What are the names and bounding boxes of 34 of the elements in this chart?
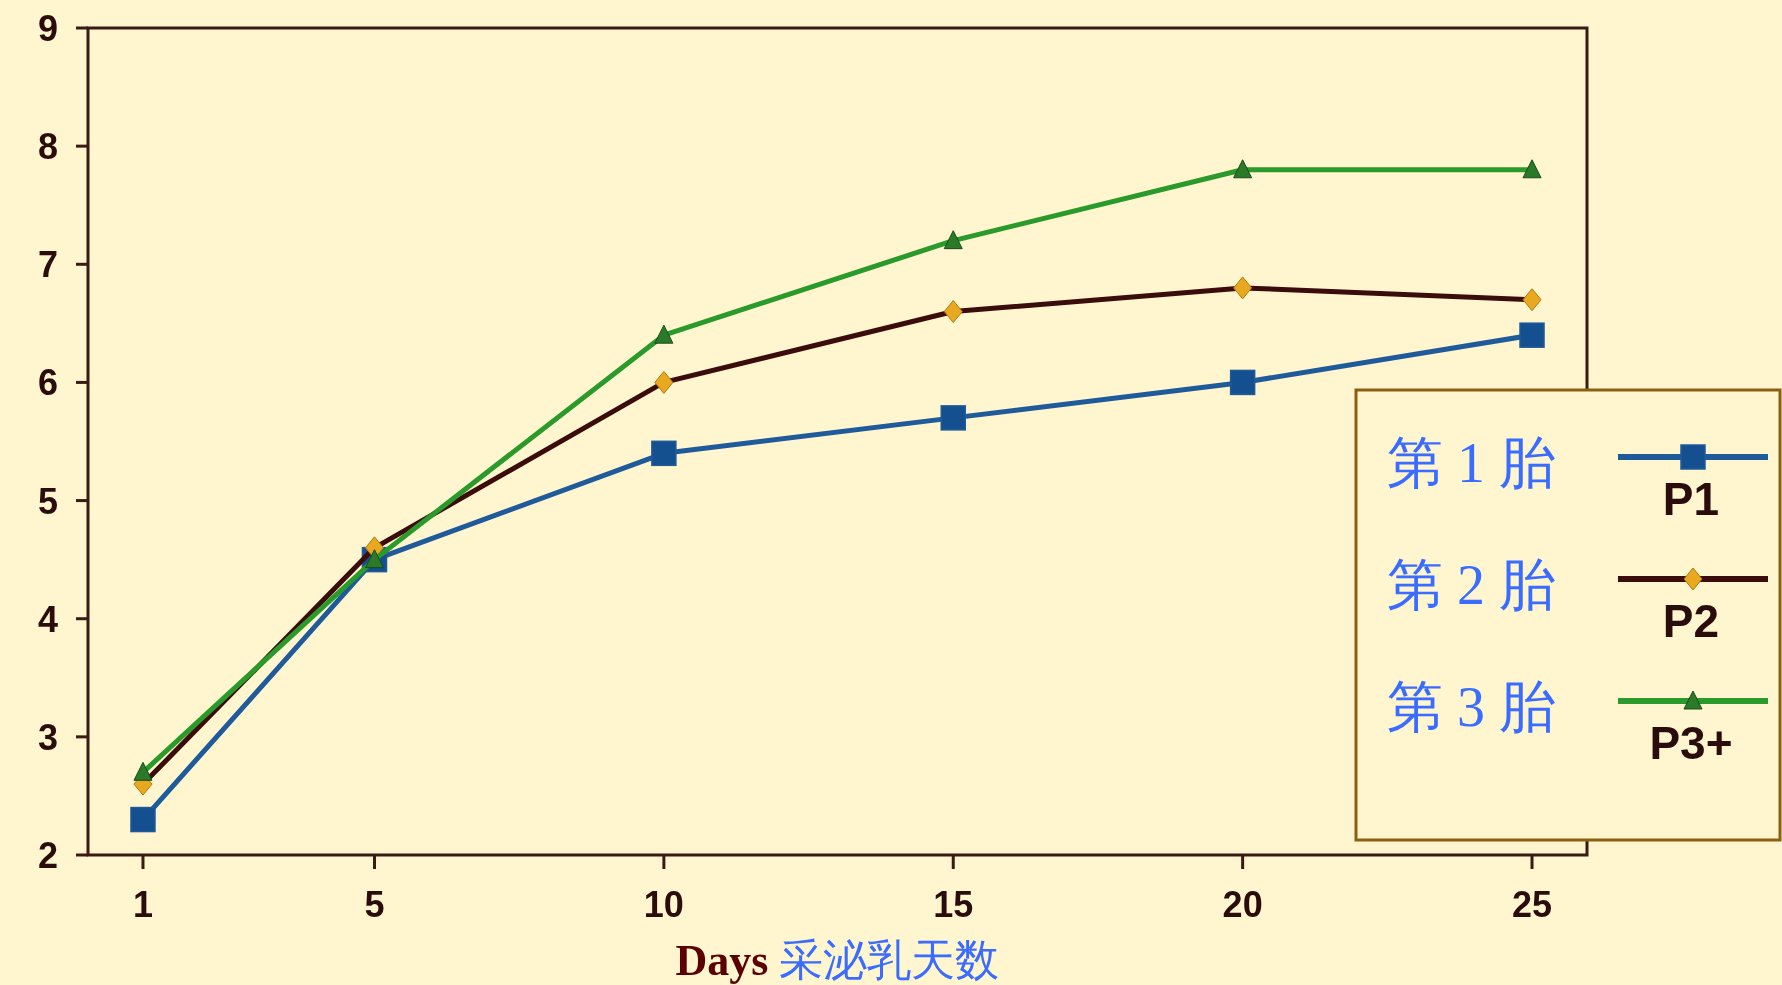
- x-tick-label: 20: [1222, 884, 1263, 925]
- y-tick-label: 7: [37, 244, 59, 286]
- legend-item: P2: [1618, 567, 1768, 647]
- point: [1233, 159, 1253, 179]
- y-tick-label: 8: [37, 126, 59, 168]
- y-tick-label: 9: [37, 8, 59, 49]
- point: [654, 324, 674, 344]
- point: [1229, 369, 1256, 396]
- point: [130, 806, 156, 833]
- y-tick-label: 2: [37, 835, 59, 876]
- point: [1522, 159, 1542, 179]
- annotation: 第 1 胎: [1387, 432, 1555, 494]
- legend-item: P3+: [1618, 690, 1768, 769]
- annotation: 第 3 胎: [1387, 676, 1555, 738]
- x-tick-label: 10: [643, 884, 684, 925]
- legend-label: P1: [1662, 473, 1720, 525]
- x-tick-label: 25: [1511, 884, 1553, 925]
- legend-label: P3+: [1649, 717, 1733, 769]
- y-tick-label: 4: [37, 598, 59, 640]
- point: [943, 230, 963, 250]
- point: [940, 405, 966, 431]
- x-tick-label: 5: [364, 884, 385, 925]
- x-tick-label: 15: [933, 884, 974, 925]
- annotation: 第 2 胎: [1387, 554, 1555, 616]
- legend-item: P1: [1618, 444, 1768, 525]
- legend-label: P2: [1662, 595, 1720, 647]
- point: [1519, 322, 1545, 348]
- y-tick-label: 6: [37, 362, 59, 404]
- point: [133, 761, 153, 781]
- x-axis-title: Days 采泌乳天数: [675, 936, 1000, 985]
- point: [651, 440, 677, 467]
- y-tick-label: 3: [37, 716, 59, 758]
- y-tick-label: 5: [37, 480, 59, 522]
- x-tick-label: 1: [132, 884, 153, 925]
